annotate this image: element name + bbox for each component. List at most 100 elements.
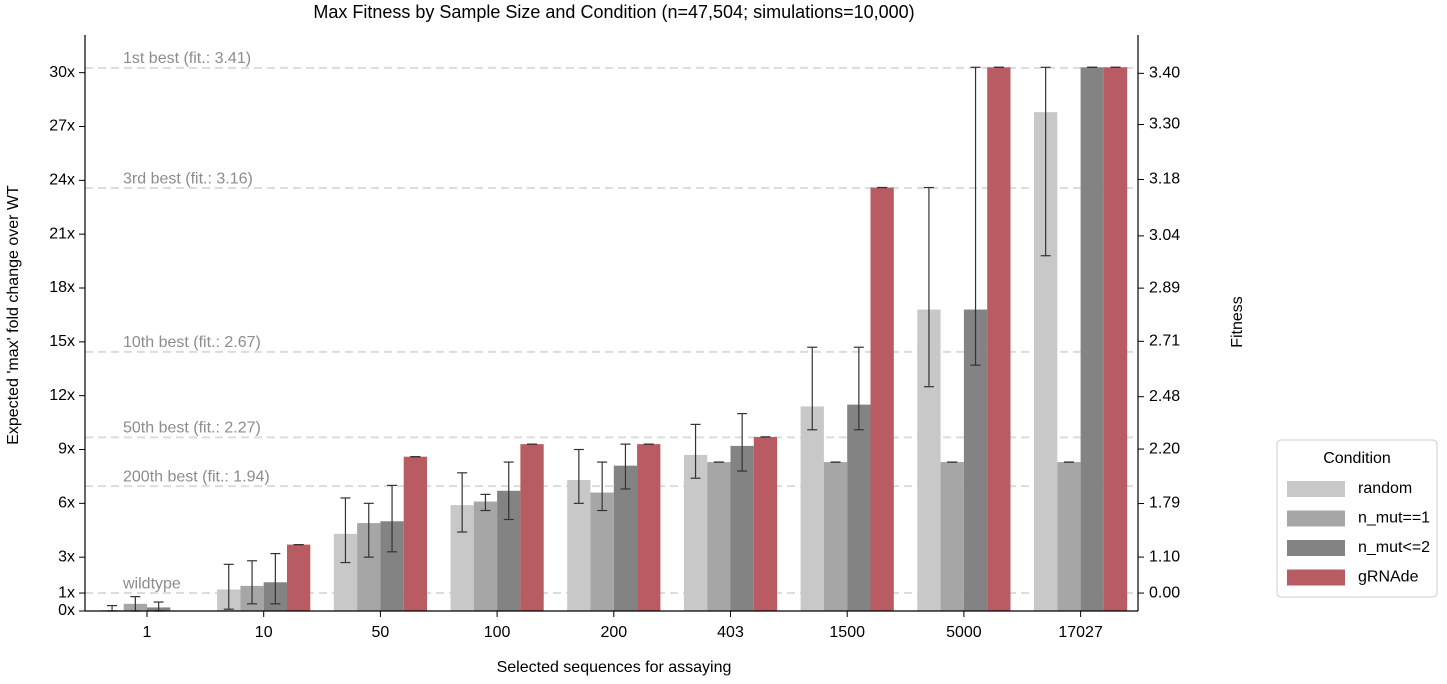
y-tick-label: 3x xyxy=(58,548,75,565)
y2-tick-label: 2.20 xyxy=(1149,440,1180,457)
legend-label: random xyxy=(1358,480,1412,497)
bar xyxy=(870,187,894,611)
x-tick-label: 1500 xyxy=(829,624,865,641)
y2-tick-label: 2.71 xyxy=(1149,333,1180,350)
bar xyxy=(683,454,708,611)
y2-axis-label: Fitness xyxy=(1229,296,1246,348)
bar xyxy=(473,501,498,611)
y-tick-label: 6x xyxy=(58,495,75,512)
error-bar xyxy=(807,346,818,431)
x-tick-label: 17027 xyxy=(1058,624,1103,641)
error-bar xyxy=(223,563,234,610)
bar xyxy=(1034,112,1058,612)
error-bar xyxy=(573,448,584,504)
error-bar xyxy=(270,552,281,605)
bar xyxy=(380,521,404,611)
y2-tick-label: 2.89 xyxy=(1149,279,1180,296)
error-bar xyxy=(970,66,981,366)
bar xyxy=(1080,67,1104,611)
y2-tick-label: 3.04 xyxy=(1149,227,1180,244)
bar xyxy=(823,462,848,611)
error-bar xyxy=(480,493,491,512)
error-bar xyxy=(387,484,398,553)
y2-tick-label: 3.40 xyxy=(1149,65,1180,82)
reference-label: 3rd best (fit.: 3.16) xyxy=(123,170,253,187)
bar xyxy=(917,309,941,611)
y-axis-label: Expected 'max' fold change over WT xyxy=(5,185,22,445)
bar xyxy=(450,505,474,611)
x-tick-label: 403 xyxy=(717,624,744,641)
y2-tick-label: 3.18 xyxy=(1149,171,1180,188)
y-tick-label: 18x xyxy=(49,279,75,296)
y2-tick-label: 1.79 xyxy=(1149,495,1180,512)
x-tick-label: 1 xyxy=(143,624,152,641)
y-tick-label: 21x xyxy=(49,225,75,242)
error-bar xyxy=(853,346,864,431)
y-tick-label: 30x xyxy=(49,64,75,81)
bar xyxy=(987,67,1011,611)
legend-label: n_mut<=2 xyxy=(1358,539,1430,556)
bar xyxy=(590,492,614,611)
reference-label: 50th best (fit.: 2.27) xyxy=(123,420,261,437)
x-tick-label: 100 xyxy=(484,624,511,641)
legend-box xyxy=(1276,439,1438,598)
legend-label: gRNAde xyxy=(1358,569,1419,586)
y-tick-label: 1x xyxy=(58,584,75,601)
bar xyxy=(847,404,871,611)
y2-tick-label: 2.48 xyxy=(1149,388,1180,405)
legend-label: n_mut==1 xyxy=(1358,510,1430,527)
y-tick-label: 9x xyxy=(58,441,75,458)
error-bar xyxy=(503,461,514,521)
y2-tick-label: 3.30 xyxy=(1149,116,1180,133)
y2-tick-label: 1.10 xyxy=(1149,548,1180,565)
error-bar xyxy=(923,186,934,388)
bar xyxy=(730,445,754,611)
bar xyxy=(497,490,521,611)
legend-swatch xyxy=(1287,569,1345,586)
error-bar xyxy=(247,560,258,605)
bar xyxy=(940,462,964,611)
error-bar xyxy=(597,461,608,512)
bar xyxy=(357,523,381,611)
error-bar xyxy=(457,472,468,533)
bar xyxy=(753,436,778,611)
bar xyxy=(1057,462,1081,611)
bar xyxy=(800,406,824,611)
error-bar xyxy=(737,413,748,472)
bar xyxy=(637,444,661,611)
x-tick-label: 5000 xyxy=(946,624,982,641)
legend-title: Condition xyxy=(1323,450,1391,467)
y-tick-label: 0x xyxy=(58,602,75,619)
x-tick-label: 200 xyxy=(600,624,627,641)
bar xyxy=(520,444,544,611)
reference-label: 200th best (fit.: 1.94) xyxy=(123,468,270,485)
reference-label: wildtype xyxy=(122,575,181,592)
bar xyxy=(287,544,311,611)
y-tick-label: 15x xyxy=(49,333,75,350)
error-bar xyxy=(690,423,701,479)
bar xyxy=(1103,67,1128,611)
x-tick-label: 10 xyxy=(255,624,273,641)
x-tick-label: 50 xyxy=(372,624,390,641)
error-bar xyxy=(363,502,374,558)
legend-swatch xyxy=(1287,540,1345,556)
error-bar xyxy=(340,497,351,564)
legend-swatch xyxy=(1287,481,1345,497)
reference-label: 1st best (fit.: 3.41) xyxy=(123,50,251,67)
y2-tick-label: 0.00 xyxy=(1149,584,1180,601)
error-bar xyxy=(1040,66,1051,257)
bar xyxy=(613,465,638,611)
y-tick-label: 24x xyxy=(49,172,75,189)
bar xyxy=(707,462,731,611)
y-tick-label: 27x xyxy=(49,118,75,135)
bar xyxy=(567,480,591,611)
bar xyxy=(333,533,358,611)
bar xyxy=(963,309,988,611)
chart-title: Max Fitness by Sample Size and Condition… xyxy=(313,2,914,22)
y-tick-label: 12x xyxy=(49,387,75,404)
x-axis-label: Selected sequences for assaying xyxy=(497,659,732,676)
bar xyxy=(403,456,427,611)
legend-swatch xyxy=(1287,510,1345,527)
error-bar xyxy=(620,443,631,490)
